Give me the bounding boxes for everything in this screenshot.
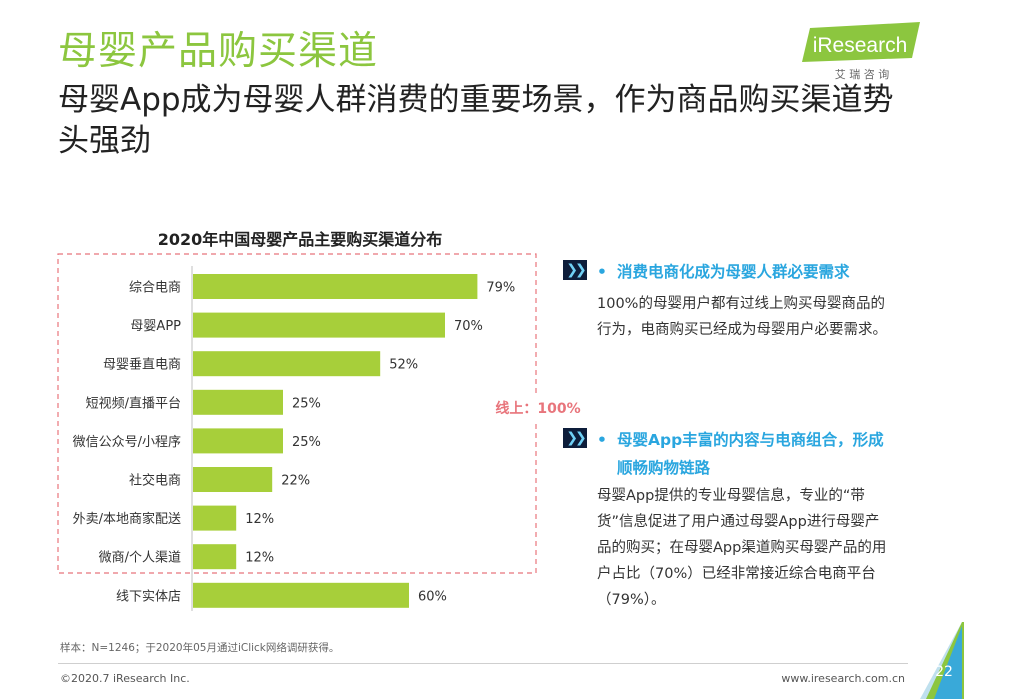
bar [193,505,237,531]
value-label: 60% [418,589,447,604]
category-label: 微信公众号/小程序 [73,435,181,450]
footer-divider [58,663,908,664]
page-title: 母婴产品购买渠道 [58,29,379,74]
bars-group: 综合电商 79% 母婴APP 70% 母婴垂直电商 52% 短视频/直播平台 25% 微信公众号… [73,274,515,608]
bar [193,389,283,415]
bullet-heading-text: 消费电商化成为母婴人群必要需求 [617,263,850,281]
value-label: 22% [281,474,310,489]
bullet-heading-2: • 母婴App丰富的内容与电商组合，形成顺畅购物链路 [597,426,897,482]
bar [193,544,237,570]
logo-graphic: iResearch 艾 瑞 咨 询 [802,22,920,81]
value-label: 70% [454,319,483,334]
online-dashed-box [57,253,537,574]
category-label: 外卖/本地商家配送 [73,511,181,527]
corner-decoration [920,622,964,699]
bar [193,274,478,299]
category-label: 社交电商 [129,473,181,489]
logo-tagline: 艾 瑞 咨 询 [835,67,890,81]
bullet-body-1: 100%的母婴用户都有过线上购买母婴商品的行为，电商购买已经成为母婴用户必要需求… [597,296,887,338]
chart-title: 2020年中国母婴产品主要购买渠道分布 [157,230,443,249]
bar-chart: 线上：100% 综合电商 79% 母婴APP 70% 母婴垂直电商 52% 短视频/直播平台… [57,253,586,611]
logo-brand-text: iResearch [813,34,908,57]
corner-blue-shape [934,626,962,699]
website-link[interactable]: www.iresearch.com.cn [781,672,905,685]
bullet-heading-1: • 消费电商化成为母婴人群必要需求 [597,258,897,286]
logo-green-shape [802,22,920,62]
annotation-background [490,396,586,420]
bar [193,582,409,608]
bullet-heading-text: 母婴App丰富的内容与电商组合，形成顺畅购物链路 [617,431,884,477]
page-subtitle: 母婴App成为母婴人群消费的重要场景，作为商品购买渠道势头强劲 [58,82,894,159]
bar [193,467,273,492]
category-label: 母婴垂直电商 [103,358,181,373]
bullet-dot: • [597,263,607,281]
value-label: 12% [245,551,274,566]
iresearch-logo: iResearch 艾 瑞 咨 询 [790,22,930,84]
bullet-body-2: 母婴App提供的专业母婴信息，专业的“带货”信息促进了用户通过母婴App进行母婴… [597,488,887,608]
value-label: 79% [486,281,515,296]
online-annotation: 线上：100% [495,400,580,417]
category-label: 短视频/直播平台 [86,396,181,411]
value-label: 25% [292,396,321,411]
bar [193,312,445,338]
bar [193,351,381,377]
category-label: 母婴APP [130,319,181,334]
copyright-text: ©2020.7 iResearch Inc. [60,672,190,685]
category-label: 微商/个人渠道 [99,551,181,566]
bar [193,428,283,454]
category-label: 综合电商 [129,281,181,296]
value-label: 12% [245,512,274,527]
sample-note: 样本：N=1246；于2020年05月通过iClick网络调研获得。 [60,642,340,654]
value-label: 25% [292,435,321,450]
bullet-dot: • [597,431,607,449]
page-number: 22 [935,664,953,680]
double-chevron-icon: ❯❯ [563,428,587,448]
category-label: 线下实体店 [116,589,181,604]
value-label: 52% [389,358,418,373]
double-chevron-icon: ❯❯ [563,260,587,280]
